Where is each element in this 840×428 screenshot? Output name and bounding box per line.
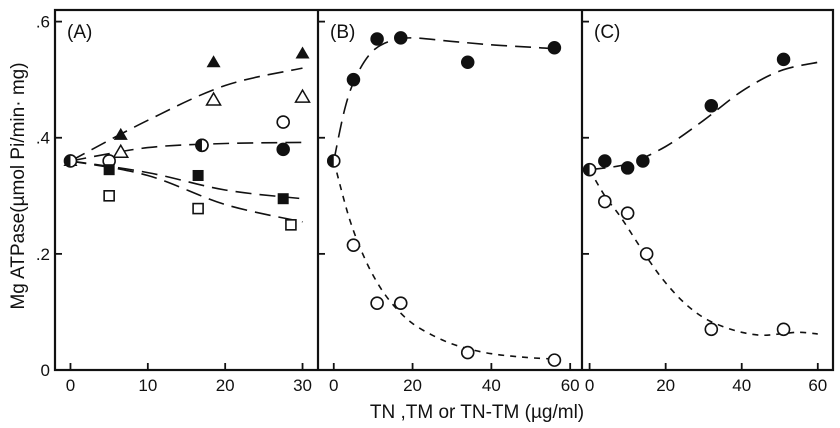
chart-panels: (A) 0 10 20 30 0 .2 .4 .6 (B) 0 20 40 60 (C) 0 20 40 60	[36, 13, 827, 395]
data-point-open-circle	[620, 206, 635, 221]
data-point-open-square	[103, 190, 115, 202]
series-curve	[588, 169, 818, 337]
series-curve	[333, 160, 555, 360]
x-tick-label: 60	[808, 376, 827, 395]
data-point-filled-square	[103, 164, 115, 176]
series-curve	[333, 37, 555, 162]
data-point-open-circle	[276, 115, 290, 129]
data-point-open-circle	[776, 322, 791, 337]
data-point-filled-circle	[620, 161, 635, 175]
data-point-filled-triangle	[295, 46, 310, 59]
data-point-filled-circle	[370, 32, 384, 46]
x-tick-label: 20	[656, 376, 675, 395]
x-tick-label: 0	[585, 376, 594, 395]
data-point-open-circle	[346, 238, 361, 252]
chart-panel: (A) 0 10 20 30 0 .2 .4 .6	[36, 13, 312, 395]
data-point-half-circle	[582, 162, 597, 177]
half-circle-fill	[327, 154, 334, 167]
panel-label: (B)	[330, 22, 355, 43]
chart-panel: (B) 0 20 40 60	[318, 20, 580, 395]
x-tick-label: 40	[482, 376, 501, 395]
data-point-open-triangle	[112, 143, 130, 159]
chart-frame	[53, 8, 835, 372]
data-point-open-circle	[598, 194, 612, 209]
half-circle-fill	[195, 139, 202, 152]
y-tick-label: .2	[36, 245, 50, 264]
data-point-filled-circle	[547, 40, 562, 55]
data-point-open-circle	[639, 247, 654, 261]
x-tick-label: 30	[293, 376, 312, 395]
data-point-filled-circle	[776, 52, 791, 67]
data-point-open-square	[285, 219, 297, 231]
x-tick-label: 60	[561, 376, 580, 395]
y-tick-label: 0	[41, 361, 50, 380]
x-tick-label: 0	[329, 376, 338, 395]
data-point-half-circle	[195, 138, 209, 153]
data-point-open-circle	[393, 296, 408, 311]
half-circle-fill	[64, 154, 71, 167]
series-curve	[70, 67, 303, 162]
data-point-open-square	[192, 202, 204, 215]
x-tick-label: 0	[66, 376, 75, 395]
data-point-filled-circle	[598, 154, 612, 168]
data-point-open-circle	[704, 322, 719, 337]
panel-label: (C)	[594, 22, 620, 43]
data-point-half-circle	[63, 154, 78, 168]
data-point-filled-circle	[346, 72, 361, 87]
data-point-filled-triangle	[206, 55, 221, 68]
panel-label: (A)	[67, 22, 92, 43]
series-curve	[70, 141, 303, 162]
data-point-open-circle	[460, 345, 475, 360]
x-tick-label: 40	[732, 376, 751, 395]
x-tick-label: 20	[403, 376, 422, 395]
x-tick-label: 10	[138, 376, 157, 395]
series-curve	[589, 61, 818, 171]
x-axis-title: TN ,TM or TN-TM (µg/ml)	[370, 402, 584, 423]
y-axis-title: Mg ATPase(µmol Pi/min· mg)	[8, 62, 29, 309]
data-point-open-triangle	[205, 91, 222, 106]
data-point-filled-circle	[704, 99, 719, 113]
data-point-open-circle	[547, 353, 562, 367]
data-point-filled-circle	[276, 142, 290, 157]
data-point-half-circle	[326, 154, 341, 168]
data-point-open-circle	[370, 296, 384, 311]
data-point-filled-circle	[460, 55, 475, 70]
data-point-filled-circle	[393, 31, 408, 45]
plot-border	[53, 8, 835, 372]
data-point-filled-square	[192, 169, 204, 181]
data-point-open-triangle	[294, 88, 311, 103]
y-tick-label: .4	[36, 129, 50, 148]
y-tick-label: .6	[36, 13, 50, 32]
chart-panel: (C) 0 20 40 60	[582, 20, 827, 395]
data-point-filled-triangle	[113, 127, 128, 140]
data-point-filled-square	[277, 193, 289, 205]
x-tick-label: 20	[216, 376, 235, 395]
half-circle-fill	[583, 163, 590, 176]
data-point-filled-circle	[636, 154, 650, 168]
